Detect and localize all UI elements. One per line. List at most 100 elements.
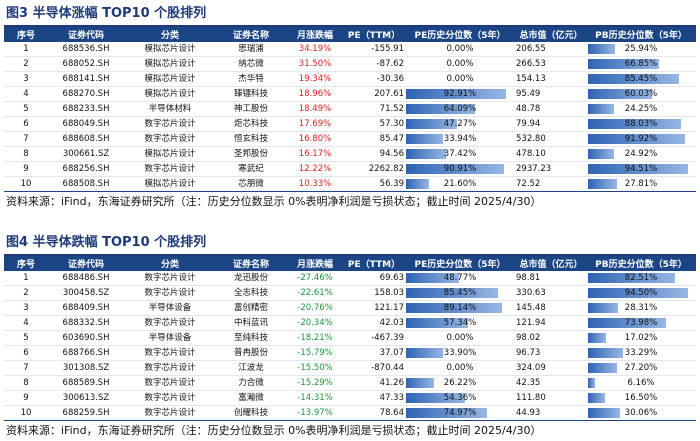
row-number: 3 xyxy=(4,300,48,316)
pe-percentile-bar xyxy=(406,378,435,388)
column-header: 证券代码 xyxy=(48,27,124,42)
table-row: 9 300613.SZ 数字芯片设计 富瀚微 -14.31% 47.33 54.36% 111… xyxy=(4,390,696,406)
pb-percentile-cell: 27.81% xyxy=(586,176,696,192)
market-cap: 98.02 xyxy=(516,330,586,346)
monthly-change: 16.17% xyxy=(286,146,344,162)
security-code: 300613.SZ xyxy=(48,390,124,406)
pe-ttm: 71.52 xyxy=(344,101,404,117)
pb-percentile-value: 16.50% xyxy=(624,392,658,403)
pb-percentile-cell: 30.06% xyxy=(586,405,696,421)
monthly-change: 34.19% xyxy=(286,42,344,57)
table-row: 2 300458.SZ 数字芯片设计 全志科技 -22.61% 158.03 85.45% 3… xyxy=(4,285,696,301)
pb-percentile-cell: 85.45% xyxy=(586,71,696,87)
pb-percentile-value: 25.94% xyxy=(624,43,658,54)
pb-percentile-value: 91.92% xyxy=(624,133,658,144)
figure-3-source: 资料来源：iFind，东海证券研究所（注：历史分位数显示 0%表明净利润是亏损状… xyxy=(6,195,542,208)
pe-ttm: -87.62 xyxy=(344,56,404,72)
row-number: 4 xyxy=(4,315,48,331)
column-header: PB历史分位数（5年） xyxy=(586,27,696,42)
market-cap: 266.53 xyxy=(516,56,586,72)
table-row: 4 688270.SH 模拟芯片设计 臻镭科技 18.96% 207.61 92.91% 95… xyxy=(4,86,696,102)
column-header: 证券名称 xyxy=(216,256,286,271)
pe-percentile-value: 74.97% xyxy=(443,407,477,418)
column-header: 分类 xyxy=(124,256,216,271)
pe-ttm: 121.17 xyxy=(344,300,404,316)
pb-percentile-bar xyxy=(588,44,616,54)
pb-percentile-bar xyxy=(588,288,689,298)
pe-percentile-value: 85.45% xyxy=(443,287,477,298)
category: 模拟芯片设计 xyxy=(124,176,216,192)
pe-ttm: -467.39 xyxy=(344,330,404,346)
category: 数字芯片设计 xyxy=(124,315,216,331)
pe-percentile-value: 48.77% xyxy=(443,272,477,283)
monthly-change: -18.21% xyxy=(286,330,344,346)
column-header: 证券代码 xyxy=(48,256,124,271)
pb-percentile-value: 27.20% xyxy=(624,362,658,373)
monthly-change: -20.34% xyxy=(286,315,344,331)
security-code: 688332.SH xyxy=(48,315,124,331)
category: 模拟芯片设计 xyxy=(124,146,216,162)
monthly-change: 18.49% xyxy=(286,101,344,117)
monthly-change: 19.34% xyxy=(286,71,344,87)
row-number: 2 xyxy=(4,285,48,301)
pb-percentile-bar xyxy=(588,164,689,174)
monthly-change: -27.46% xyxy=(286,271,344,286)
table-row: 3 688141.SH 模拟芯片设计 杰华特 19.34% -30.36 0.00% 154.… xyxy=(4,71,696,87)
pb-percentile-value: 27.81% xyxy=(624,178,658,189)
pe-percentile-cell: 37.42% xyxy=(404,146,516,162)
category: 数字芯片设计 xyxy=(124,285,216,301)
pe-percentile-cell: 54.36% xyxy=(404,390,516,406)
pe-ttm: 85.47 xyxy=(344,131,404,147)
pb-percentile-value: 24.25% xyxy=(624,103,658,114)
pe-percentile-cell: 74.97% xyxy=(404,405,516,421)
pe-ttm: 69.63 xyxy=(344,271,404,286)
category: 数字芯片设计 xyxy=(124,375,216,391)
market-cap: 79.94 xyxy=(516,116,586,132)
security-code: 688256.SH xyxy=(48,161,124,177)
pe-percentile-value: 54.36% xyxy=(443,392,477,403)
pe-percentile-cell: 0.00% xyxy=(404,330,516,346)
pb-percentile-bar xyxy=(588,89,652,99)
table-header-row: 序号 证券代码 分类 证券名称 月涨跌幅 PE（TTM） PE历史分位数（5年） 总市值（亿元… xyxy=(4,27,696,42)
monthly-change: 12.22% xyxy=(286,161,344,177)
category: 数字芯片设计 xyxy=(124,390,216,406)
column-header: 分类 xyxy=(124,27,216,42)
table-row: 9 688256.SH 数字芯片设计 寒武纪 12.22% 2262.82 90.91% 29… xyxy=(4,161,696,177)
category: 半导体设备 xyxy=(124,330,216,346)
pb-percentile-bar xyxy=(588,149,615,159)
table-row: 6 688766.SH 数字芯片设计 普冉股份 -15.79% 37.07 33.90% 96… xyxy=(4,345,696,361)
pb-percentile-value: 60.03% xyxy=(624,88,658,99)
monthly-change: -14.31% xyxy=(286,390,344,406)
row-number: 10 xyxy=(4,176,48,192)
security-code: 300661.SZ xyxy=(48,146,124,162)
pe-percentile-cell: 48.77% xyxy=(404,271,516,286)
pe-percentile-bar xyxy=(406,393,465,403)
column-header: 证券名称 xyxy=(216,27,286,42)
row-number: 2 xyxy=(4,56,48,72)
pb-percentile-bar xyxy=(588,318,667,328)
security-code: 688409.SH xyxy=(48,300,124,316)
market-cap: 95.49 xyxy=(516,86,586,102)
row-number: 5 xyxy=(4,101,48,117)
pe-percentile-cell: 90.91% xyxy=(404,161,516,177)
pe-percentile-value: 0.00% xyxy=(446,43,474,54)
table-row: 5 603690.SH 半导体设备 至纯科技 -18.21% -467.39 0.00% 98… xyxy=(4,330,696,346)
pe-percentile-cell: 64.09% xyxy=(404,101,516,117)
pb-percentile-bar xyxy=(588,333,607,343)
security-name: 中科蓝讯 xyxy=(216,315,286,331)
column-header: 序号 xyxy=(4,256,48,271)
security-code: 688270.SH xyxy=(48,86,124,102)
table-row: 8 300661.SZ 模拟芯片设计 圣邦股份 16.17% 94.56 37.42% 478… xyxy=(4,146,696,162)
market-cap: 121.94 xyxy=(516,315,586,331)
market-cap: 206.55 xyxy=(516,42,586,57)
column-header: 序号 xyxy=(4,27,48,42)
category: 数字芯片设计 xyxy=(124,271,216,286)
pe-percentile-value: 26.22% xyxy=(443,377,477,388)
category: 数字芯片设计 xyxy=(124,405,216,421)
pe-percentile-cell: 0.00% xyxy=(404,360,516,376)
pe-percentile-bar xyxy=(406,119,458,129)
pe-ttm: 37.07 xyxy=(344,345,404,361)
pe-percentile-cell: 33.94% xyxy=(404,131,516,147)
security-name: 富创精密 xyxy=(216,300,286,316)
monthly-change: 10.33% xyxy=(286,176,344,192)
